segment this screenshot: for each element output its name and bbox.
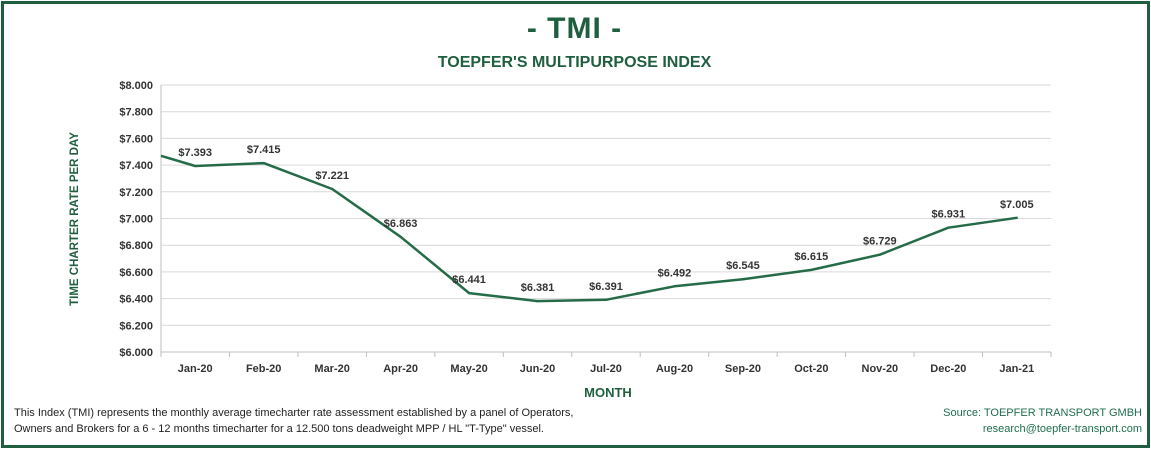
x-tick-label: Jun-20 (520, 363, 555, 375)
x-tick-label: Jan-21 (999, 363, 1034, 375)
y-tick-label: $6.000 (119, 347, 153, 359)
note-line-2: Owners and Brokers for a 6 - 12 months t… (14, 423, 544, 435)
x-tick-label: Jan-20 (178, 363, 213, 375)
data-label: $6.492 (658, 267, 692, 279)
x-tick-label: Dec-20 (930, 363, 966, 375)
x-tick-label: Feb-20 (246, 363, 281, 375)
y-tick-label: $8.000 (119, 80, 153, 92)
source-credit: Source: TOEPFER TRANSPORT GMBH research@… (943, 405, 1142, 437)
data-point (1015, 216, 1018, 220)
data-label: $6.391 (589, 281, 623, 293)
data-point (536, 299, 539, 303)
y-tick-label: $7.400 (119, 160, 153, 172)
x-tick-label: Sep-20 (725, 363, 761, 375)
page-title: - TMI - (526, 12, 623, 45)
series-tmi (160, 154, 1018, 303)
data-label: $6.729 (863, 236, 897, 248)
y-axis-label: TIME CHARTER RATE PER DAY (69, 132, 81, 306)
data-point (467, 291, 471, 295)
data-point (399, 235, 402, 238)
axes (160, 85, 1052, 357)
data-label: $6.441 (452, 274, 486, 286)
x-tick-label: Mar-20 (314, 363, 349, 375)
data-point (330, 187, 334, 191)
data-point (947, 226, 950, 229)
source-line-1: Source: TOEPFER TRANSPORT GMBH (943, 407, 1142, 419)
y-tick-label: $6.400 (119, 294, 153, 306)
y-tick-label: $7.200 (119, 187, 153, 199)
x-axis-label: MONTH (584, 385, 632, 400)
x-tick-label: Nov-20 (862, 363, 899, 375)
x-tick-label: Apr-20 (383, 363, 418, 375)
data-labels: $7.393 $7.415 $7.221 $6.863 $6.441 $6.381 $6.3… (178, 144, 1033, 294)
index-description: This Index (TMI) represents the monthly … (14, 405, 573, 437)
data-point (878, 253, 882, 256)
y-tick-labels: $6.000 $6.200 $6.400 $6.600 $6.800 $7.000 $7.2… (119, 80, 153, 359)
x-tick-label: May-20 (450, 363, 487, 375)
y-tick-label: $7.800 (119, 107, 153, 119)
y-tick-label: $7.000 (119, 214, 153, 226)
x-tick-label: Aug-20 (656, 363, 693, 375)
y-tick-label: $7.600 (119, 133, 153, 145)
data-label: $7.005 (1000, 199, 1034, 211)
data-label: $7.415 (247, 144, 281, 156)
x-tick-label: Oct-20 (794, 363, 828, 375)
data-label: $6.545 (726, 260, 760, 272)
data-point (262, 161, 265, 165)
data-point (810, 268, 813, 272)
data-point (604, 298, 608, 302)
source-line-2[interactable]: research@toepfer-transport.com (982, 423, 1142, 435)
data-point (741, 278, 745, 281)
x-tick-labels: Jan-20 Feb-20 Mar-20 Apr-20 May-20 Jun-20 Jul-… (178, 363, 1034, 375)
y-tick-label: $6.800 (119, 240, 153, 252)
data-label: $6.381 (521, 282, 555, 294)
chart-subtitle: TOEPFER'S MULTIPURPOSE INDEX (437, 54, 712, 71)
y-tick-label: $6.200 (119, 320, 153, 332)
data-label: $6.931 (931, 209, 965, 221)
data-label: $7.221 (315, 170, 349, 182)
data-label: $6.863 (384, 218, 418, 230)
data-label: $7.393 (178, 147, 212, 159)
data-point (194, 164, 197, 168)
y-tick-label: $6.600 (119, 267, 153, 279)
data-label: $6.615 (795, 251, 829, 263)
note-line-1: This Index (TMI) represents the monthly … (14, 407, 574, 419)
series-line (160, 154, 1017, 303)
data-point (673, 285, 676, 288)
x-tick-label: Jul-20 (590, 363, 622, 375)
